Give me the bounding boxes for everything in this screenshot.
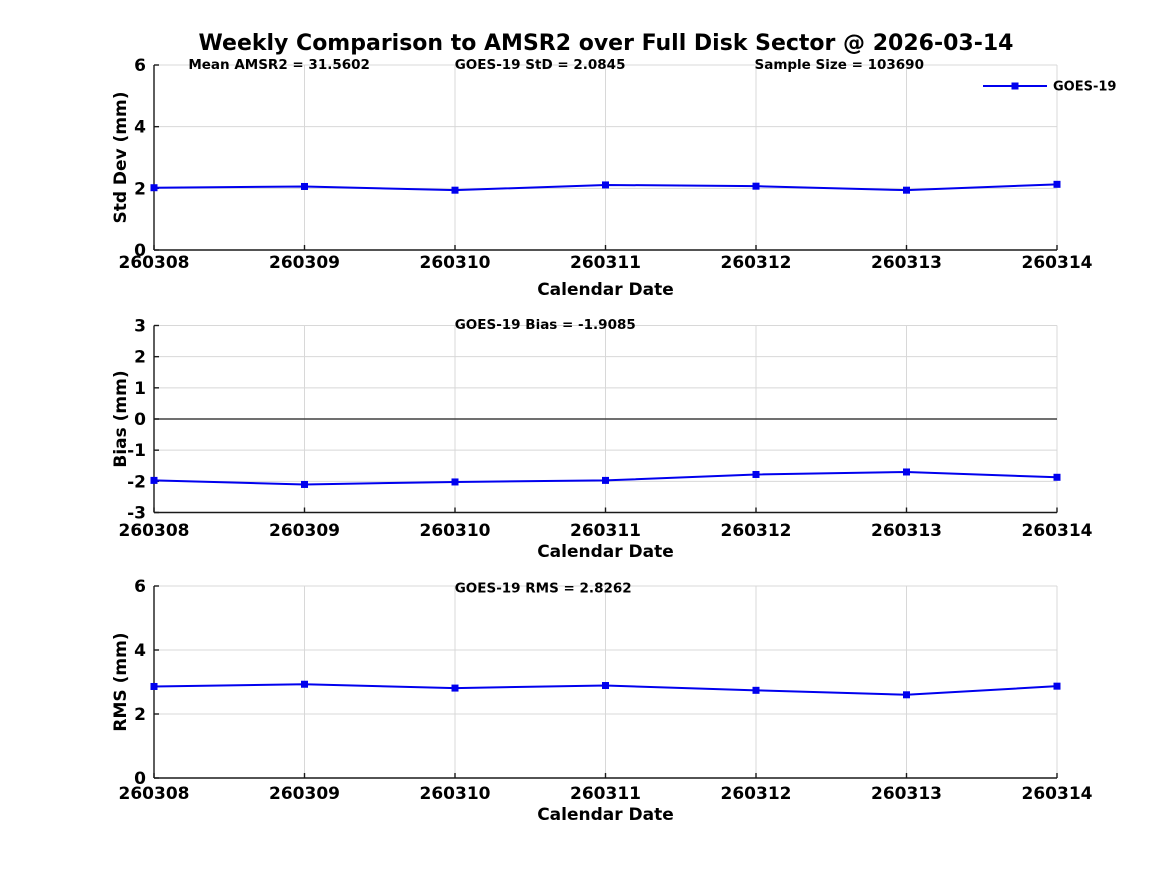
x-tick-label: 260314	[1022, 253, 1093, 273]
x-tick-label: 260310	[420, 521, 491, 541]
x-tick-label: 260308	[119, 521, 190, 541]
y-tick-label: -3	[127, 504, 146, 524]
data-point-marker	[903, 468, 910, 476]
y-tick-label: 0	[134, 410, 146, 430]
y-tick-label: 0	[134, 241, 146, 261]
x-tick-label: 260309	[269, 253, 340, 273]
y-tick-label: 2	[134, 705, 146, 725]
x-axis-label: Calendar Date	[537, 542, 674, 562]
x-tick-label: 260310	[420, 784, 491, 804]
subplot-annotation: GOES-19 Bias = -1.9085	[455, 317, 636, 333]
y-tick-label: 6	[134, 577, 146, 597]
x-tick-label: 260313	[871, 784, 942, 804]
y-tick-label: 1	[134, 379, 146, 399]
x-tick-label: 260312	[721, 784, 792, 804]
data-point-marker	[301, 182, 308, 190]
x-tick-label: 260314	[1022, 521, 1093, 541]
y-tick-label: 0	[134, 769, 146, 789]
data-point-marker	[451, 186, 459, 194]
data-point-marker	[1053, 682, 1061, 690]
y-axis-label: Std Dev (mm)	[111, 91, 131, 223]
x-tick-label: 260313	[871, 253, 942, 273]
data-point-marker	[150, 476, 158, 484]
data-point-marker	[451, 684, 459, 692]
data-point-marker	[301, 480, 308, 488]
x-axis-label: Calendar Date	[537, 805, 674, 825]
subplot-bias-mm-: -3 -2 -1 0 1 2 3 260308 260309 260310 260311 260312…	[111, 317, 1093, 563]
subplot-annotation: Mean AMSR2 = 31.5602	[188, 57, 370, 73]
subplot-std-dev-mm-: 0 2 4 6 260308 260309 260310 260311 260312 260313…	[111, 56, 1093, 300]
legend-marker-square	[1011, 82, 1019, 90]
subplot-annotation: GOES-19 StD = 2.0845	[455, 57, 626, 73]
data-point-marker	[451, 478, 459, 486]
legend: GOES-19	[983, 80, 1116, 95]
data-point-marker	[602, 476, 609, 484]
x-tick-label: 260312	[721, 253, 792, 273]
x-tick-label: 260313	[871, 521, 942, 541]
data-point-marker	[602, 181, 609, 189]
data-point-marker	[602, 682, 609, 690]
y-tick-label: 4	[134, 118, 146, 138]
x-tick-label: 260311	[570, 521, 641, 541]
x-tick-label: 260310	[420, 253, 491, 273]
x-axis-label: Calendar Date	[537, 280, 674, 300]
data-point-marker	[150, 682, 158, 690]
x-tick-label: 260312	[721, 521, 792, 541]
x-tick-label: 260309	[269, 784, 340, 804]
data-point-marker	[752, 686, 760, 694]
data-point-marker	[1053, 473, 1061, 481]
x-tick-label: 260308	[119, 253, 190, 273]
x-tick-label: 260314	[1022, 784, 1093, 804]
data-point-marker	[752, 182, 760, 190]
x-tick-label: 260308	[119, 784, 190, 804]
data-point-marker	[150, 184, 158, 192]
y-tick-label: 2	[134, 179, 146, 199]
y-tick-label: 6	[134, 56, 146, 76]
x-tick-label: 260311	[570, 253, 641, 273]
subplot-annotation: Sample Size = 103690	[754, 57, 923, 73]
data-point-marker	[1053, 180, 1061, 188]
data-point-marker	[903, 691, 910, 699]
legend-label: GOES-19	[1053, 80, 1116, 95]
data-point-marker	[752, 470, 760, 478]
x-tick-label: 260309	[269, 521, 340, 541]
y-tick-label: 2	[134, 348, 146, 368]
data-point-marker	[903, 186, 910, 194]
data-point-marker	[301, 680, 308, 688]
y-axis-label: RMS (mm)	[111, 632, 131, 731]
y-tick-label: -2	[127, 472, 146, 492]
y-tick-label: 4	[134, 641, 146, 661]
y-axis-label: Bias (mm)	[111, 370, 131, 467]
subplot-annotation: GOES-19 RMS = 2.8262	[455, 581, 632, 597]
y-tick-label: 3	[134, 317, 146, 337]
subplot-rms-mm-: 0 2 4 6 260308 260309 260310 260311 260312 260313…	[111, 577, 1093, 825]
x-tick-label: 260311	[570, 784, 641, 804]
chart-title: Weekly Comparison to AMSR2 over Full Dis…	[199, 31, 1014, 56]
y-tick-label: -1	[127, 441, 146, 461]
